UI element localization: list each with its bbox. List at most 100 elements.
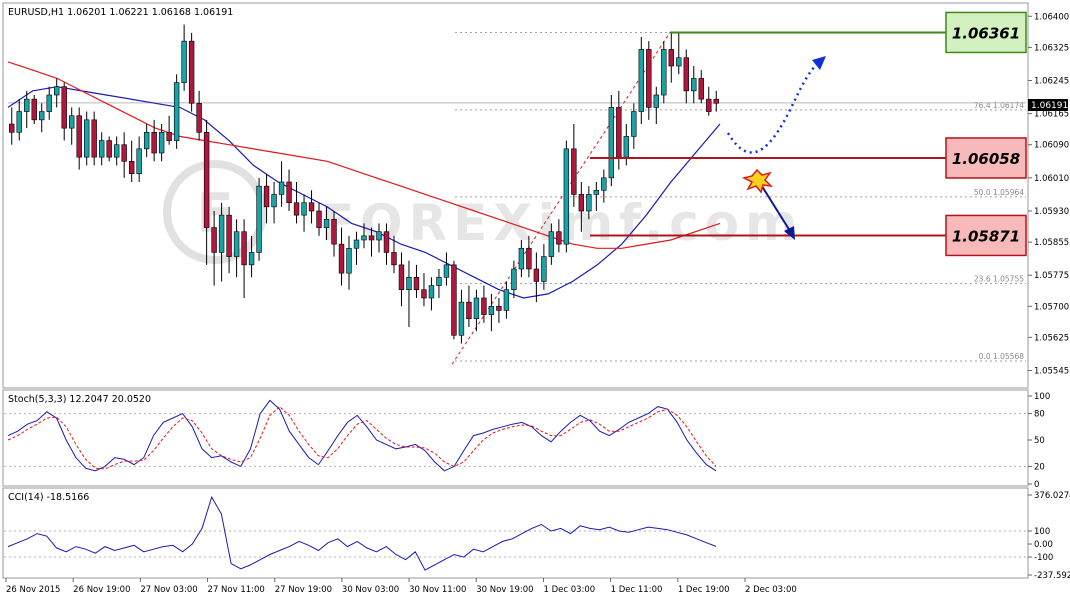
- candle-body: [83, 119, 90, 158]
- candle-body: [443, 264, 450, 278]
- candle-body: [406, 276, 412, 291]
- stoch-tick-label: 0: [1034, 480, 1039, 490]
- current-price-tag: 1.06191: [1028, 99, 1068, 111]
- candle-body: [353, 239, 360, 249]
- candle-body: [158, 131, 165, 154]
- time-tick-label: 1 Dec 03:00: [543, 585, 595, 595]
- candle-body: [113, 144, 120, 158]
- candle-body: [511, 268, 517, 291]
- price-tick-label: 1.05855: [1034, 238, 1069, 248]
- time-tick-label: 26 Nov 2015: [6, 585, 60, 595]
- time-tick-label: 2 Dec 03:00: [745, 585, 797, 595]
- cci-pane[interactable]: 376.0274 100 0.00 -100 -237.5927 CCI(14) -18…: [2, 487, 1070, 581]
- price-tick-label: 1.05700: [1034, 302, 1069, 312]
- price-tick-label: 1.05545: [1034, 367, 1069, 377]
- candle-body: [218, 214, 225, 253]
- candle-body: [556, 231, 562, 245]
- candle-body: [638, 49, 645, 112]
- cci-tick-label: 376.0274: [1034, 491, 1070, 501]
- cci-tick-label: -100: [1034, 553, 1053, 563]
- candle-body: [211, 227, 217, 253]
- stoch-header: Stoch(5,3,3) 12.2047 20.0520: [8, 394, 151, 405]
- candle-body: [61, 86, 67, 129]
- bullish-arrow-head: [812, 56, 826, 70]
- price-tick-label: 1.06400: [1034, 12, 1069, 22]
- cci-tick-label: 100: [1034, 527, 1050, 537]
- time-axis: 26 Nov 2015 26 Nov 19:00 27 Nov 03:00 27 No…: [5, 578, 797, 595]
- candle-body: [451, 264, 457, 336]
- candle-body: [601, 177, 607, 191]
- candle-body: [676, 57, 682, 67]
- candle-body: [586, 194, 592, 212]
- symbol-header: EURUSD,H1 1.06201 1.06221 1.06168 1.0619…: [8, 7, 233, 18]
- candle-body: [361, 235, 367, 241]
- candle-body: [413, 276, 420, 291]
- stoch-tick-label: 50: [1034, 436, 1045, 446]
- stochastic-pane[interactable]: 100 80 50 20 0 Stoch(5,3,3) 12.2047 20.0520: [2, 389, 1050, 490]
- candle-body: [181, 40, 187, 83]
- candle-body: [128, 160, 135, 175]
- price-tick-label: 1.06010: [1034, 174, 1069, 184]
- stoch-tick-label: 100: [1034, 392, 1050, 402]
- fib-label: 0.0 1.05568: [979, 352, 1025, 361]
- candle-body: [533, 268, 540, 282]
- cci-axis: 376.0274 100 0.00 -100 -237.5927: [4, 491, 1070, 581]
- candle-body: [248, 252, 255, 266]
- cci-tick-label: -237.5927: [1034, 571, 1070, 581]
- candle-body: [578, 194, 585, 212]
- candle-body: [436, 276, 442, 286]
- time-tick-label: 30 Nov 19:00: [476, 585, 533, 595]
- time-tick-label: 27 Nov 03:00: [140, 585, 197, 595]
- cci-tick-label: 0.00: [1034, 540, 1053, 550]
- candle-body: [646, 49, 652, 108]
- candle-body: [368, 235, 375, 241]
- candle-body: [496, 305, 502, 311]
- candle-body: [383, 231, 390, 253]
- candle-body: [173, 82, 180, 141]
- candle-body: [623, 136, 630, 158]
- candle-body: [713, 98, 719, 104]
- candle-body: [481, 297, 487, 315]
- candle-body: [706, 98, 712, 112]
- candle-body: [308, 202, 315, 212]
- bearish-arrow-head: [784, 226, 795, 240]
- candle-body: [196, 102, 202, 133]
- level-boxes[interactable]: 1.06361 1.06058 1.05871: [590, 11, 1027, 257]
- price-pane-frame: [2, 2, 1029, 389]
- candle-body: [98, 140, 105, 158]
- fib-label: 76.4 1.06174: [974, 101, 1024, 110]
- candle-body: [683, 57, 689, 92]
- candle-body: [616, 107, 622, 158]
- candle-body: [39, 111, 45, 121]
- candle-body: [46, 94, 52, 112]
- stoch-lines: [7, 399, 717, 472]
- candle-body: [226, 214, 232, 257]
- candle-body: [691, 78, 697, 92]
- level-label-support-2: 1.05871: [952, 227, 1020, 245]
- candle-body: [293, 202, 300, 216]
- watermark-text: FOREXimf.com: [320, 194, 803, 252]
- candle-body: [316, 210, 322, 228]
- level-box-support-2: [945, 214, 1027, 257]
- candle-body: [278, 181, 285, 195]
- candle-body: [338, 243, 345, 274]
- forecast-annotations: [726, 56, 826, 240]
- cci-pane-frame: [2, 487, 1029, 579]
- candle-body: [76, 115, 82, 158]
- candle-body: [136, 148, 142, 175]
- time-tick-label: 30 Nov 03:00: [342, 585, 399, 595]
- explosion-icon: [741, 168, 774, 194]
- stoch-pane-frame: [2, 389, 1029, 487]
- cci-lines: [7, 495, 717, 571]
- candle-body: [241, 231, 247, 266]
- candle-body: [106, 140, 112, 158]
- candle-body: [271, 194, 277, 208]
- candle-body: [661, 49, 667, 96]
- candle-body: [188, 40, 195, 104]
- candle-body: [526, 247, 532, 270]
- candle-body: [143, 131, 150, 150]
- candle-body: [376, 231, 382, 241]
- candle-body: [69, 115, 75, 129]
